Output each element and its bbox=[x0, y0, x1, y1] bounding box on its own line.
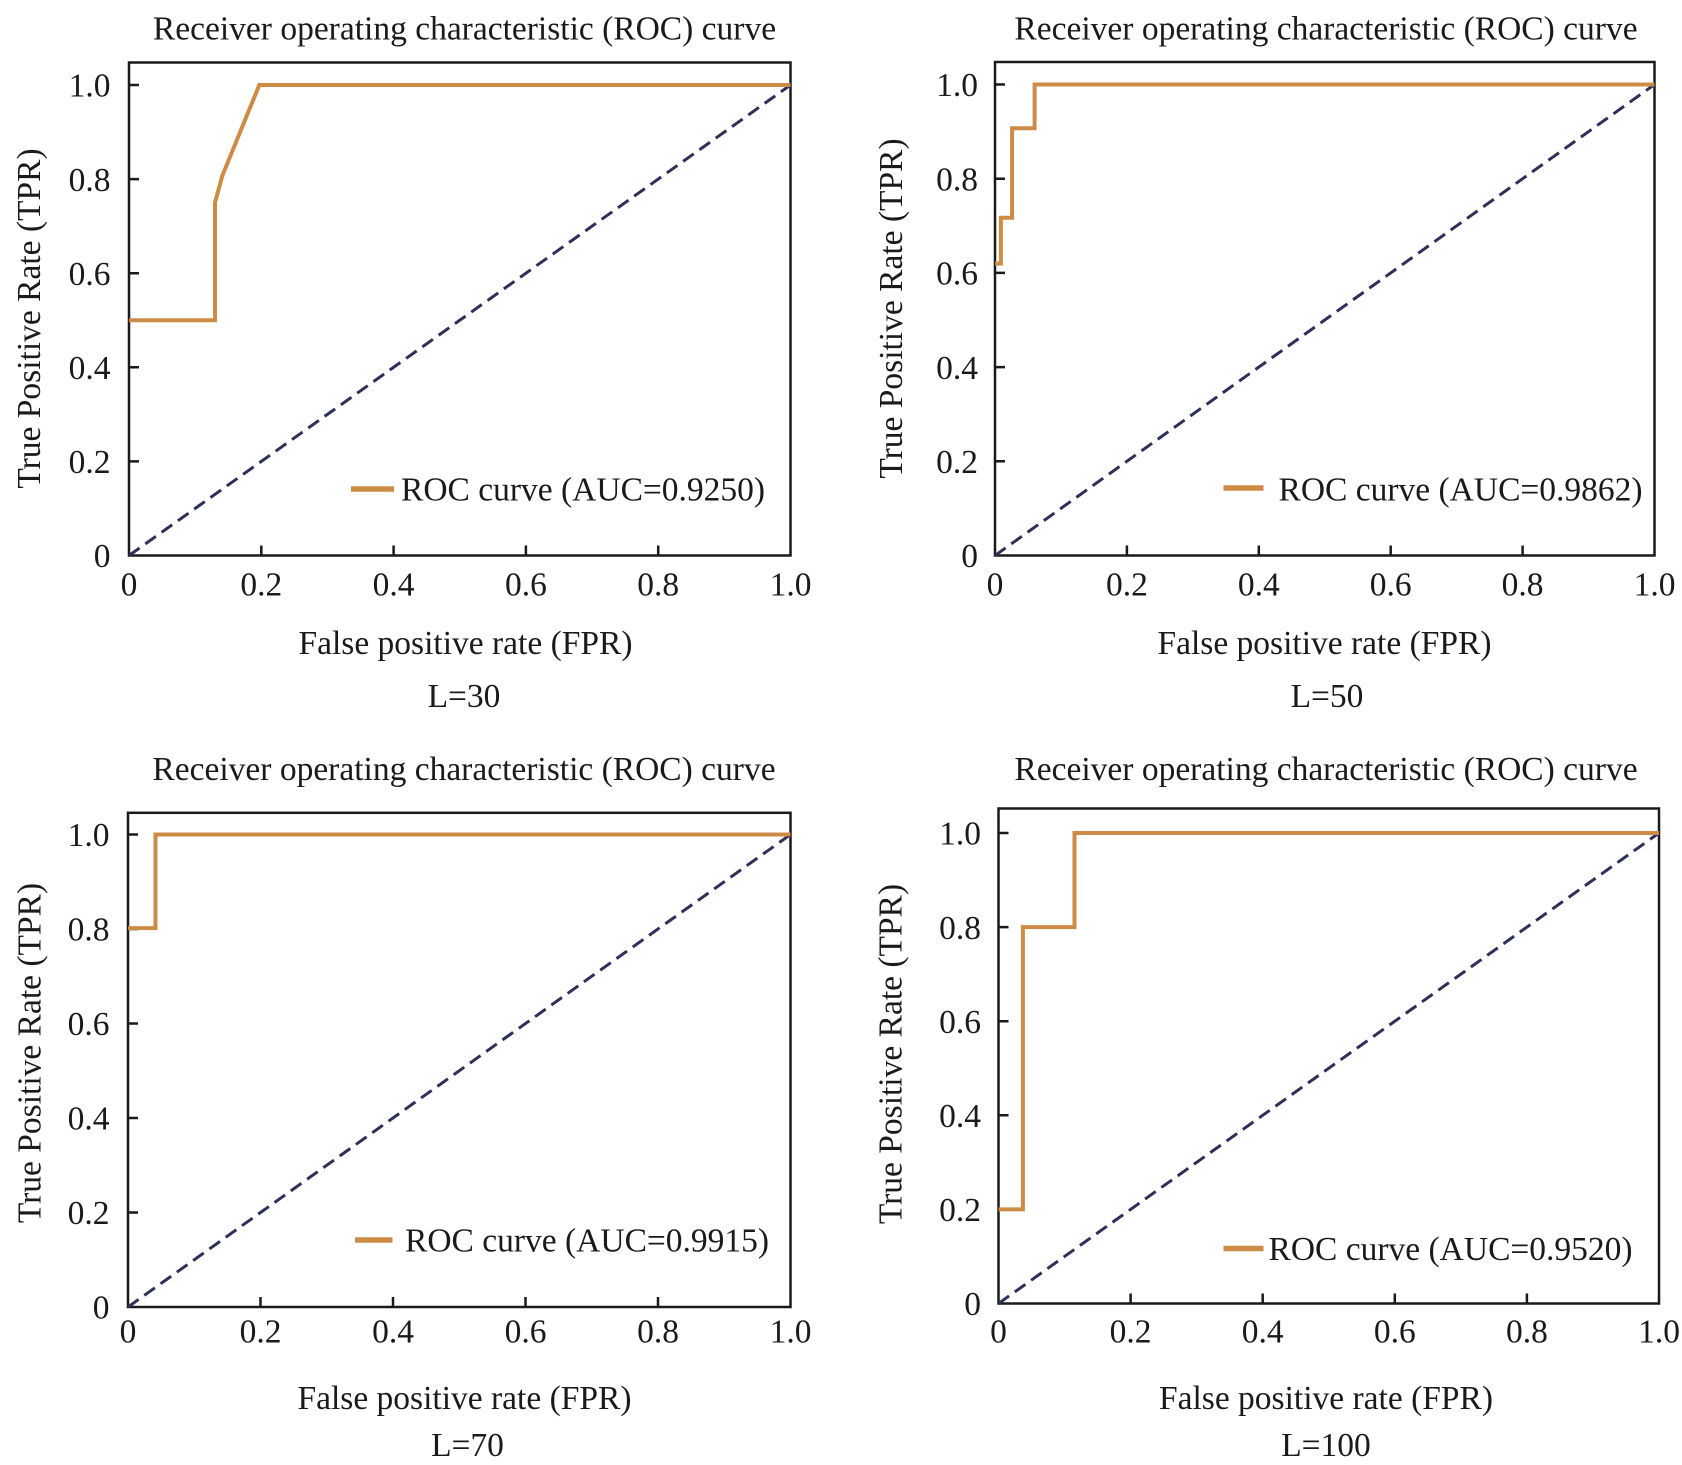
svg-text:0.6: 0.6 bbox=[939, 1004, 981, 1041]
svg-text:Receiver operating characteris: Receiver operating characteristic (ROC) … bbox=[1014, 751, 1637, 788]
svg-text:0: 0 bbox=[94, 538, 111, 575]
svg-text:0.6: 0.6 bbox=[69, 256, 111, 293]
svg-text:1.0: 1.0 bbox=[770, 567, 812, 604]
svg-text:0.8: 0.8 bbox=[637, 567, 679, 604]
svg-text:1.0: 1.0 bbox=[770, 1314, 812, 1351]
svg-text:0: 0 bbox=[990, 1314, 1007, 1351]
svg-text:0.2: 0.2 bbox=[939, 1192, 981, 1229]
svg-text:ROC curve (AUC=0.9250): ROC curve (AUC=0.9250) bbox=[401, 472, 765, 509]
svg-text:0: 0 bbox=[93, 1290, 110, 1327]
svg-text:0.6: 0.6 bbox=[68, 1006, 110, 1043]
svg-text:Receiver operating characteris: Receiver operating characteristic (ROC) … bbox=[1014, 11, 1637, 48]
svg-text:ROC curve (AUC=0.9520): ROC curve (AUC=0.9520) bbox=[1269, 1231, 1633, 1268]
svg-text:ROC curve (AUC=0.9915): ROC curve (AUC=0.9915) bbox=[405, 1223, 769, 1260]
svg-text:0.4: 0.4 bbox=[69, 350, 111, 387]
svg-text:0.2: 0.2 bbox=[240, 1314, 282, 1351]
svg-text:0.6: 0.6 bbox=[1370, 567, 1412, 604]
svg-text:0.4: 0.4 bbox=[1238, 567, 1280, 604]
svg-text:0.2: 0.2 bbox=[936, 444, 978, 481]
svg-text:False positive rate (FPR): False positive rate (FPR) bbox=[297, 1380, 631, 1417]
svg-text:ROC curve (AUC=0.9862): ROC curve (AUC=0.9862) bbox=[1279, 472, 1643, 509]
svg-text:False positive rate (FPR): False positive rate (FPR) bbox=[1159, 1380, 1493, 1417]
svg-text:0.8: 0.8 bbox=[68, 912, 110, 949]
svg-text:True Positive Rate (TPR): True Positive Rate (TPR) bbox=[11, 148, 48, 488]
svg-text:0.8: 0.8 bbox=[1506, 1314, 1548, 1351]
svg-text:True Positive Rate (TPR): True Positive Rate (TPR) bbox=[12, 883, 49, 1223]
svg-text:0.2: 0.2 bbox=[1106, 567, 1148, 604]
svg-text:L=30: L=30 bbox=[428, 678, 501, 715]
svg-text:0.8: 0.8 bbox=[939, 910, 981, 947]
svg-text:Receiver operating characteris: Receiver operating characteristic (ROC) … bbox=[153, 11, 776, 48]
svg-text:0.2: 0.2 bbox=[69, 444, 111, 481]
svg-text:0.4: 0.4 bbox=[373, 567, 415, 604]
svg-text:0.4: 0.4 bbox=[372, 1314, 414, 1351]
svg-text:0.8: 0.8 bbox=[69, 162, 111, 199]
svg-text:0.8: 0.8 bbox=[637, 1314, 679, 1351]
svg-text:1.0: 1.0 bbox=[936, 67, 978, 104]
svg-text:0.2: 0.2 bbox=[1110, 1314, 1152, 1351]
svg-text:L=100: L=100 bbox=[1281, 1427, 1371, 1464]
svg-text:0: 0 bbox=[987, 567, 1004, 604]
svg-text:True Positive Rate (TPR): True Positive Rate (TPR) bbox=[873, 138, 910, 478]
svg-text:1.0: 1.0 bbox=[1634, 567, 1676, 604]
svg-text:1.0: 1.0 bbox=[69, 68, 111, 105]
svg-text:False positive rate (FPR): False positive rate (FPR) bbox=[298, 625, 632, 662]
svg-text:0.6: 0.6 bbox=[1374, 1314, 1416, 1351]
svg-text:True Positive Rate (TPR): True Positive Rate (TPR) bbox=[873, 884, 910, 1224]
svg-text:0: 0 bbox=[120, 1314, 137, 1351]
svg-text:0: 0 bbox=[121, 567, 138, 604]
svg-text:0.6: 0.6 bbox=[505, 1314, 547, 1351]
svg-text:L=70: L=70 bbox=[431, 1427, 504, 1464]
svg-text:1.0: 1.0 bbox=[1638, 1314, 1680, 1351]
svg-text:0: 0 bbox=[961, 538, 978, 575]
svg-text:0: 0 bbox=[964, 1286, 981, 1323]
svg-text:0.4: 0.4 bbox=[936, 350, 978, 387]
svg-text:0.4: 0.4 bbox=[68, 1101, 110, 1138]
svg-text:0.8: 0.8 bbox=[1502, 567, 1544, 604]
svg-text:0.6: 0.6 bbox=[936, 256, 978, 293]
svg-text:Receiver operating characteris: Receiver operating characteristic (ROC) … bbox=[152, 751, 775, 788]
svg-text:0.2: 0.2 bbox=[240, 567, 282, 604]
svg-text:0.6: 0.6 bbox=[505, 567, 547, 604]
svg-text:0.4: 0.4 bbox=[939, 1098, 981, 1135]
svg-text:L=50: L=50 bbox=[1291, 678, 1364, 715]
svg-text:False positive rate (FPR): False positive rate (FPR) bbox=[1157, 625, 1491, 662]
svg-text:0.2: 0.2 bbox=[68, 1195, 110, 1232]
svg-text:0.8: 0.8 bbox=[936, 161, 978, 198]
svg-text:1.0: 1.0 bbox=[939, 816, 981, 853]
svg-text:1.0: 1.0 bbox=[68, 817, 110, 854]
svg-text:0.4: 0.4 bbox=[1242, 1314, 1284, 1351]
